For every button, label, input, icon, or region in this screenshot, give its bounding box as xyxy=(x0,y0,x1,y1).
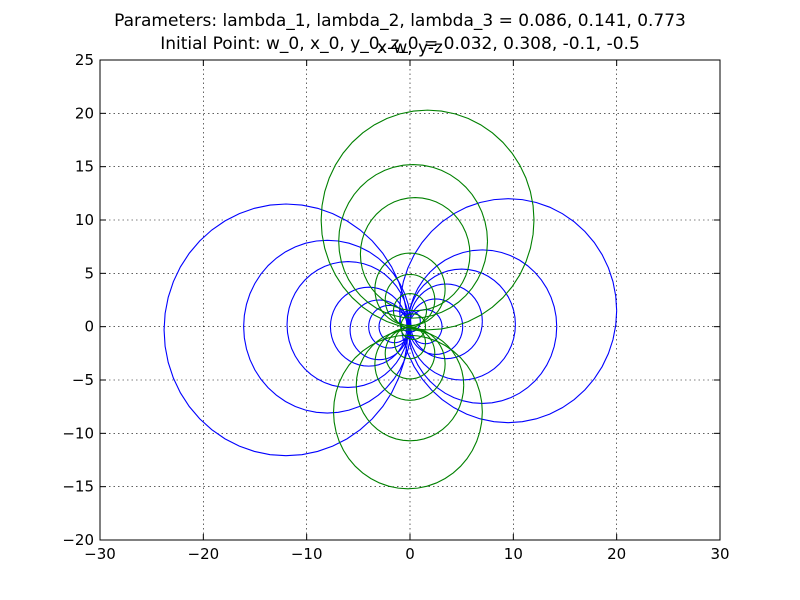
series-0-loop xyxy=(163,203,409,457)
series-0-loop xyxy=(349,299,409,361)
grid xyxy=(100,60,720,540)
series-1 xyxy=(320,109,535,490)
series-1-loop xyxy=(374,327,446,401)
x-tick-label: 0 xyxy=(405,545,415,563)
y-tick-label: 5 xyxy=(84,264,94,282)
series-1-loop xyxy=(374,252,446,327)
y-tick-label: 25 xyxy=(75,51,94,69)
series-0 xyxy=(163,198,618,457)
series-0-loop xyxy=(329,286,408,367)
ticks xyxy=(99,59,721,541)
series-1-loop xyxy=(320,109,535,331)
y-tick-label: −10 xyxy=(62,424,94,442)
series-1-loop xyxy=(338,163,489,319)
y-tick-labels: −20 −15 −10 −5 0 5 10 15 20 25 xyxy=(62,51,94,549)
chart-title-line1: Parameters: lambda_1, lambda_2, lambda_3… xyxy=(114,11,686,31)
series-0-loop xyxy=(407,268,516,381)
chart-title-line2: Initial Point: w_0, x_0, y_0, z_0 = 0.03… xyxy=(160,34,640,54)
x-tick-label: 20 xyxy=(607,545,626,563)
y-tick-label: 10 xyxy=(75,211,94,229)
series-1-loop xyxy=(392,293,428,329)
plot-area xyxy=(163,109,618,490)
series-1-loop xyxy=(355,329,465,442)
x-tick-label: 30 xyxy=(710,545,729,563)
series-0-loop xyxy=(399,198,618,424)
y-tick-label: −20 xyxy=(62,531,94,549)
y-tick-label: 15 xyxy=(75,158,94,176)
x-tick-label: 10 xyxy=(504,545,523,563)
series-0-loop xyxy=(409,283,483,360)
x-tick-labels: −30 −20 −10 0 10 20 30 xyxy=(84,545,729,563)
x-tick-label: −30 xyxy=(84,545,116,563)
y-tick-label: −5 xyxy=(72,371,94,389)
series-1-loop xyxy=(393,326,427,360)
y-tick-label: 20 xyxy=(75,104,94,122)
axes-title: x-w, y-z xyxy=(377,38,443,58)
y-tick-label: 0 xyxy=(84,318,94,336)
series-1-loop xyxy=(400,313,427,341)
series-0-loop xyxy=(243,239,412,414)
series-1-loop xyxy=(332,334,483,490)
x-tick-label: −20 xyxy=(188,545,220,563)
series-0-loop xyxy=(378,310,411,344)
series-1-loop xyxy=(384,327,436,380)
x-tick-label: −10 xyxy=(291,545,323,563)
y-tick-label: −15 xyxy=(62,478,94,496)
